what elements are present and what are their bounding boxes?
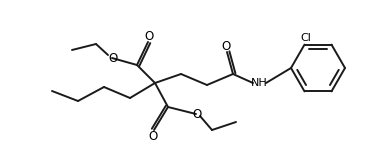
Text: O: O	[222, 40, 230, 52]
Text: NH: NH	[251, 78, 267, 88]
Text: Cl: Cl	[300, 33, 311, 43]
Text: O: O	[108, 51, 118, 65]
Text: O: O	[144, 30, 154, 42]
Text: O: O	[192, 108, 202, 121]
Text: O: O	[148, 130, 158, 143]
